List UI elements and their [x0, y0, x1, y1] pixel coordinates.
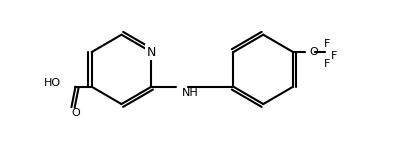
- Text: F: F: [324, 39, 330, 49]
- Text: N: N: [147, 46, 156, 59]
- Text: F: F: [324, 59, 330, 69]
- Text: O: O: [309, 47, 318, 57]
- Text: HO: HO: [44, 78, 61, 88]
- Text: O: O: [71, 108, 80, 118]
- Text: F: F: [330, 51, 337, 61]
- Text: NH: NH: [182, 88, 198, 98]
